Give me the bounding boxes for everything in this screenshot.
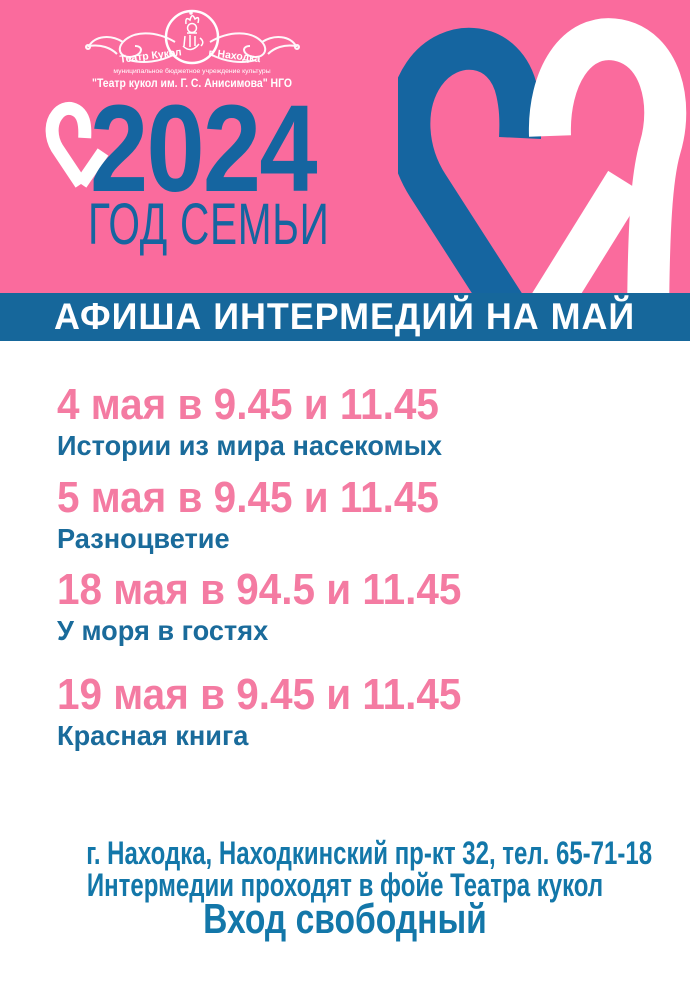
emblem-subtitle-small: муниципальное бюджетное учреждение культ… [113,67,270,75]
emblem-medallion-ring [164,9,220,65]
footer-address: г. Находка, Находкинский пр-кт 32, тел. … [86,835,653,871]
puppet-jester-icon [182,11,204,51]
entry-date: 5 мая в 9.45 и 11.45 [57,473,439,522]
theater-emblem: Театр Кукол г. Находка муниципальное бюд… [85,9,300,90]
header-pink-section: Театр Кукол г. Находка муниципальное бюд… [0,0,690,293]
entry-date: 18 мая в 94.5 и 11.45 [57,565,462,614]
footer-venue: Интермедии проходят в фойе Театра кукол [86,867,604,903]
schedule-entry: 4 мая в 9.45 и 11.45 Истории из мира нас… [57,380,472,462]
big-heart-icon [398,18,687,293]
emblem-org-name: "Театр кукол им. Г. С. Анисимова" НГО [92,76,292,90]
emblem-flourish-right [209,32,300,63]
schedule-entry: 19 мая в 9.45 и 11.45 Красная книга [57,670,497,752]
year-2024: 2024 [90,81,317,218]
big-heart-container [398,14,690,293]
entry-date: 4 мая в 9.45 и 11.45 [57,380,439,429]
footer-admission: Вход свободный [203,895,487,942]
emblem-ribbon-left-label: Театр Кукол [119,46,182,65]
entry-title: У моря в гостях [57,615,269,647]
entry-title: Истории из мира насекомых [57,430,443,462]
banner: АФИША ИНТЕРМЕДИЙ НА МАЙ [0,293,690,341]
entry-title: Красная книга [57,720,249,752]
entry-title: Разноцветие [57,523,230,555]
entry-date: 19 мая в 9.45 и 11.45 [57,670,462,719]
year-of-family-caption: ГОД СЕМЬИ [88,192,330,257]
schedule-entry: 5 мая в 9.45 и 11.45 Разноцветие [57,473,472,555]
schedule-entry: 18 мая в 94.5 и 11.45 У моря в гостях [57,565,497,647]
small-heart-icon [45,102,109,188]
banner-title: АФИША ИНТЕРМЕДИЙ НА МАЙ [54,296,636,337]
emblem-flourish-left [85,32,176,63]
